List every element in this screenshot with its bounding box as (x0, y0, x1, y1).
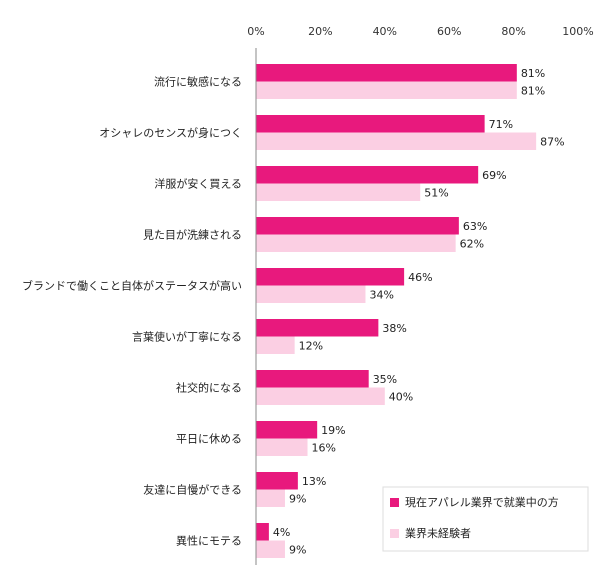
category-label: 言葉使いが丁寧になる (132, 330, 242, 344)
category-label: ブランドで働くこと自体がステータスが高い (22, 279, 242, 293)
data-label: 81% (521, 84, 545, 97)
legend-box (382, 486, 589, 552)
data-label: 38% (382, 322, 406, 335)
bar (256, 132, 537, 150)
bars: 81% 81% 71% 87% 69% 51% 63% 62% 46% 34% 38% 12% 35% 4… (256, 64, 565, 558)
bar (256, 319, 379, 337)
x-tick-label: 20% (308, 25, 332, 38)
x-tick-label: 40% (373, 25, 397, 38)
bar (256, 268, 405, 286)
x-axis-ticks: 0% 20% 40% 60% 80% 100% (247, 25, 593, 38)
data-label: 81% (521, 67, 545, 80)
category-label: オシャレのセンスが身につく (99, 126, 242, 140)
data-label: 13% (302, 475, 326, 488)
category-label: 友達に自慢ができる (143, 483, 242, 497)
data-label: 34% (369, 288, 393, 301)
legend-label: 現在アパレル業界で就業中の方 (405, 495, 559, 509)
category-label: 見た目が洗練される (143, 228, 242, 242)
bar (256, 421, 318, 439)
bar (256, 523, 269, 541)
bar (256, 472, 298, 490)
data-label: 62% (460, 237, 484, 250)
data-label: 69% (482, 169, 506, 182)
data-label: 9% (289, 492, 306, 505)
category-label: 洋服が安く買える (154, 177, 242, 191)
data-label: 12% (299, 339, 323, 352)
category-label: 社交的になる (176, 381, 242, 395)
data-label: 35% (373, 373, 397, 386)
data-label: 4% (273, 526, 290, 539)
bar (256, 183, 421, 201)
data-label: 19% (321, 424, 345, 437)
bar (256, 370, 369, 388)
category-label: 流行に敏感になる (154, 75, 242, 89)
bar (256, 540, 285, 558)
x-tick-label: 0% (247, 25, 264, 38)
data-label: 51% (424, 186, 448, 199)
category-label: 平日に休める (176, 433, 242, 446)
data-label: 71% (489, 118, 513, 131)
data-label: 87% (540, 135, 564, 148)
legend-label: 業界未経験者 (405, 526, 471, 540)
x-tick-label: 60% (437, 25, 461, 38)
category-labels: 流行に敏感になるオシャレのセンスが身につく洋服が安く買える見た目が洗練されるブラ… (22, 75, 242, 548)
x-tick-label: 100% (562, 25, 593, 38)
data-label: 46% (408, 271, 432, 284)
category-label: 異性にモテる (176, 534, 242, 548)
bar (256, 285, 366, 303)
data-label: 16% (312, 441, 336, 454)
bar (256, 234, 456, 252)
bar (256, 115, 485, 133)
bar (256, 387, 385, 405)
x-tick-label: 80% (501, 25, 525, 38)
data-label: 63% (463, 220, 487, 233)
legend-swatch (390, 498, 399, 507)
data-label: 40% (389, 390, 413, 403)
legend-swatch (390, 529, 399, 538)
bar (256, 438, 308, 456)
bar (256, 81, 517, 99)
bar (256, 64, 517, 82)
bar (256, 217, 459, 235)
bar (256, 336, 295, 354)
data-label: 9% (289, 543, 306, 556)
bar (256, 489, 285, 507)
bar (256, 166, 479, 184)
